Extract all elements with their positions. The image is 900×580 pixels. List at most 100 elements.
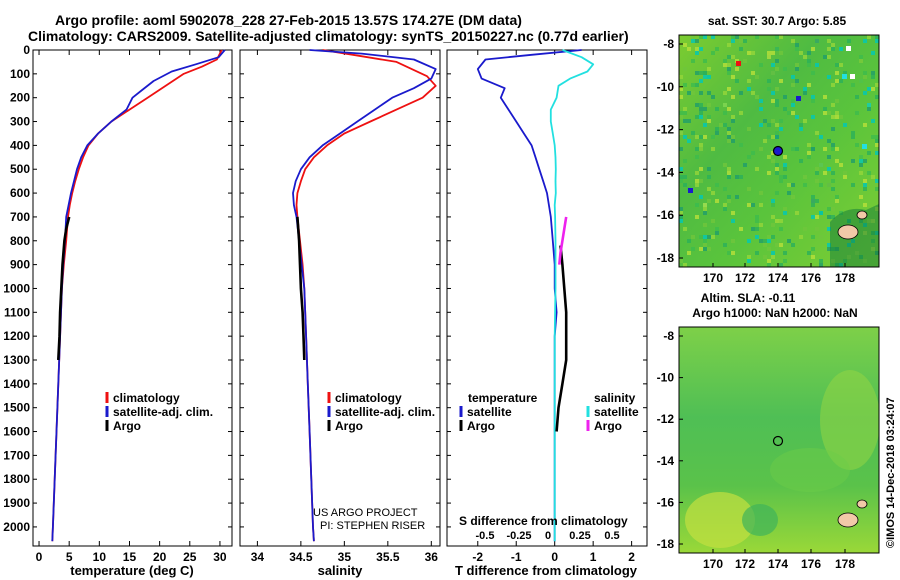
y-tick-label: 1000 [3,281,30,295]
lat-label: -12 [657,412,675,426]
y-tick-label: 300 [10,115,30,129]
sst-pixel [727,71,731,75]
sst-pixel [723,123,727,127]
sst-pixel [739,227,743,231]
sst-pixel [803,183,807,187]
series-satellite-adj-clim- [292,49,437,542]
sst-pixel [815,199,819,203]
sst-pixel [767,259,771,263]
sst-pixel [831,115,835,119]
sst-pixel [771,99,775,103]
sst-pixel [699,111,703,115]
sst-pixel [875,187,879,191]
sst-pixel [699,79,703,83]
sst-pixel [787,111,791,115]
sst-pixel [739,175,743,179]
sst-pixel [827,155,831,159]
sst-pixel [723,207,727,211]
sst-pixel [731,115,735,119]
sst-pixel [715,47,719,51]
sst-pixel [775,123,779,127]
series-argo [296,216,306,361]
sst-pixel [747,155,751,159]
sst-pixel [867,107,871,111]
sst-pixel [875,139,879,143]
x-tick-label: 0 [551,550,558,564]
sst-pixel [767,263,771,267]
sst-pixel [723,111,727,115]
sst-pixel [827,55,831,59]
sst-pixel [859,171,863,175]
sst-pixel [783,175,787,179]
sst-pixel [703,247,707,251]
sst-pixel [799,51,803,55]
sst-pixel [755,251,759,255]
sst-pixel [751,71,755,75]
sst-pixel [799,235,803,239]
sst-pixel [827,75,831,79]
sst-pixel [727,167,731,171]
sst-pixel [795,47,799,51]
sst-pixel [855,111,859,115]
sst-pixel [731,139,735,143]
sst-pixel [743,163,747,167]
sst-pixel [735,79,739,83]
difference-panel: -2 -1 0 1 2 [446,49,648,564]
sst-pixel [771,135,775,139]
sst-pixel [875,183,879,187]
lon-label: 178 [835,557,855,571]
sst-pixel [767,87,771,91]
sst-pixel [779,219,783,223]
sst-pixel [875,39,879,43]
sst-pixel [711,147,715,151]
sst-pixel [803,91,807,95]
sst-pixel [731,95,735,99]
sst-pixel [819,211,823,215]
sst-pixel [751,91,755,95]
sst-pixel [759,191,763,195]
sst-pixel [815,63,819,67]
sst-pixel [799,159,803,163]
sst-pixel [827,207,831,211]
sst-pixel [683,107,687,111]
sst-pixel [775,243,779,247]
lon-label: 170 [703,271,723,285]
sst-pixel [747,187,751,191]
sst-pixel [803,55,807,59]
sst-pixel [755,215,759,219]
sst-pixel [827,167,831,171]
sst-pixel [779,263,783,267]
y-tick-label: 0 [23,43,30,57]
sst-pixel [819,263,823,267]
y-tick-label: 1400 [3,377,30,391]
sst-pixel [863,159,867,163]
sst-pixel [787,183,791,187]
sst-pixel [771,63,775,67]
sst-pixel [771,251,775,255]
legend-s-satellite: satellite [594,405,639,419]
sst-pixel [875,179,879,183]
sst-pixel [739,91,743,95]
sst-pixel [835,147,839,151]
sst-pixel [767,239,771,243]
sst-pixel [859,155,863,159]
sst-pixel [699,107,703,111]
sst-pixel [791,99,795,103]
sst-pixel [731,135,735,139]
sst-pixel [771,255,775,259]
sst-pixel [835,159,839,163]
sst-pixel [747,259,751,263]
sst-pixel [795,211,799,215]
sst-pixel [871,51,875,55]
sst-pixel [875,151,879,155]
sst-pixel [687,239,691,243]
sst-pixel [715,131,719,135]
sst-pixel [823,171,827,175]
sst-pixel [731,239,735,243]
y-tick-label: 1300 [3,353,30,367]
temperature-legend: climatology satellite-adj. clim. Argo [105,391,213,433]
sst-pixel [835,195,839,199]
sst-pixel [855,143,859,147]
sst-pixel [691,91,695,95]
sst-pixel [731,119,735,123]
